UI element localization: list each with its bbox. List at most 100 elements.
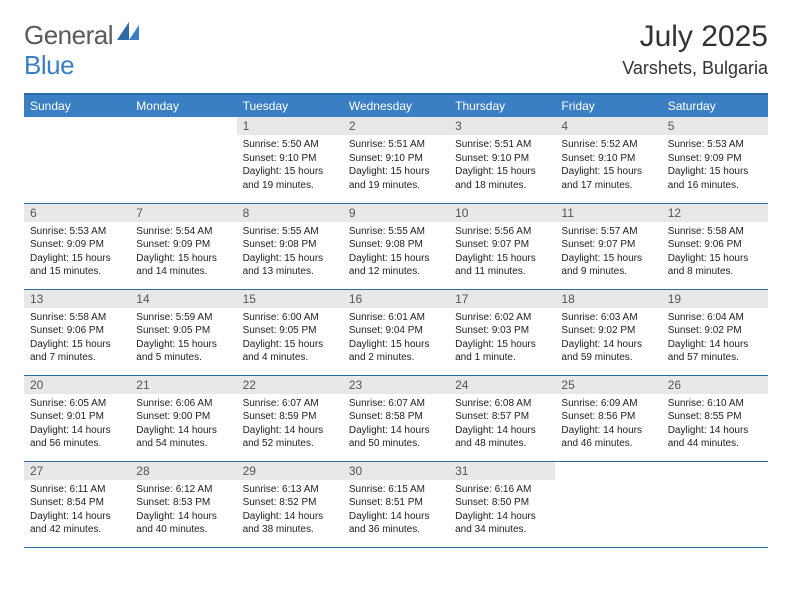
sunset-line: Sunset: 9:07 PM bbox=[455, 238, 549, 252]
sunrise-line: Sunrise: 5:57 AM bbox=[561, 225, 655, 239]
day-number: 21 bbox=[130, 376, 236, 394]
sunset-line: Sunset: 9:09 PM bbox=[30, 238, 124, 252]
day-cell: 15Sunrise: 6:00 AMSunset: 9:05 PMDayligh… bbox=[237, 289, 343, 375]
day-number: 7 bbox=[130, 204, 236, 222]
day-cell: 22Sunrise: 6:07 AMSunset: 8:59 PMDayligh… bbox=[237, 375, 343, 461]
daylight-line: Daylight: 15 hours and 19 minutes. bbox=[349, 165, 443, 192]
day-cell: 14Sunrise: 5:59 AMSunset: 9:05 PMDayligh… bbox=[130, 289, 236, 375]
day-number: 31 bbox=[449, 462, 555, 480]
sunrise-line: Sunrise: 6:15 AM bbox=[349, 483, 443, 497]
sunset-line: Sunset: 9:02 PM bbox=[668, 324, 762, 338]
day-body: Sunrise: 5:58 AMSunset: 9:06 PMDaylight:… bbox=[662, 222, 768, 283]
day-number: 19 bbox=[662, 290, 768, 308]
sunrise-line: Sunrise: 5:55 AM bbox=[243, 225, 337, 239]
dayhead-thursday: Thursday bbox=[449, 94, 555, 117]
day-number: 15 bbox=[237, 290, 343, 308]
day-number: 22 bbox=[237, 376, 343, 394]
sunrise-line: Sunrise: 6:03 AM bbox=[561, 311, 655, 325]
sunset-line: Sunset: 8:56 PM bbox=[561, 410, 655, 424]
day-body: Sunrise: 6:15 AMSunset: 8:51 PMDaylight:… bbox=[343, 480, 449, 541]
daylight-line: Daylight: 15 hours and 16 minutes. bbox=[668, 165, 762, 192]
day-body: Sunrise: 5:53 AMSunset: 9:09 PMDaylight:… bbox=[662, 135, 768, 196]
sunset-line: Sunset: 9:05 PM bbox=[243, 324, 337, 338]
day-cell: 20Sunrise: 6:05 AMSunset: 9:01 PMDayligh… bbox=[24, 375, 130, 461]
day-cell: 28Sunrise: 6:12 AMSunset: 8:53 PMDayligh… bbox=[130, 461, 236, 547]
sunset-line: Sunset: 9:06 PM bbox=[668, 238, 762, 252]
day-cell: 30Sunrise: 6:15 AMSunset: 8:51 PMDayligh… bbox=[343, 461, 449, 547]
week-row: 27Sunrise: 6:11 AMSunset: 8:54 PMDayligh… bbox=[24, 461, 768, 547]
daylight-line: Daylight: 15 hours and 9 minutes. bbox=[561, 252, 655, 279]
day-body: Sunrise: 6:09 AMSunset: 8:56 PMDaylight:… bbox=[555, 394, 661, 455]
day-cell: 25Sunrise: 6:09 AMSunset: 8:56 PMDayligh… bbox=[555, 375, 661, 461]
logo-text-blue: Blue bbox=[24, 50, 74, 80]
week-row: 1Sunrise: 5:50 AMSunset: 9:10 PMDaylight… bbox=[24, 117, 768, 203]
sunset-line: Sunset: 8:50 PM bbox=[455, 496, 549, 510]
daylight-line: Daylight: 15 hours and 7 minutes. bbox=[30, 338, 124, 365]
day-cell: 19Sunrise: 6:04 AMSunset: 9:02 PMDayligh… bbox=[662, 289, 768, 375]
sunset-line: Sunset: 8:53 PM bbox=[136, 496, 230, 510]
dayhead-tuesday: Tuesday bbox=[237, 94, 343, 117]
logo-text-general: General bbox=[24, 20, 113, 51]
daylight-line: Daylight: 14 hours and 38 minutes. bbox=[243, 510, 337, 537]
day-cell: 16Sunrise: 6:01 AMSunset: 9:04 PMDayligh… bbox=[343, 289, 449, 375]
day-number: 9 bbox=[343, 204, 449, 222]
day-body: Sunrise: 6:02 AMSunset: 9:03 PMDaylight:… bbox=[449, 308, 555, 369]
sunset-line: Sunset: 9:10 PM bbox=[455, 152, 549, 166]
month-year: July 2025 bbox=[622, 20, 768, 54]
sunset-line: Sunset: 9:09 PM bbox=[136, 238, 230, 252]
sunset-line: Sunset: 9:04 PM bbox=[349, 324, 443, 338]
sunset-line: Sunset: 9:10 PM bbox=[349, 152, 443, 166]
daylight-line: Daylight: 15 hours and 1 minute. bbox=[455, 338, 549, 365]
dayhead-monday: Monday bbox=[130, 94, 236, 117]
day-cell: 18Sunrise: 6:03 AMSunset: 9:02 PMDayligh… bbox=[555, 289, 661, 375]
sunset-line: Sunset: 8:52 PM bbox=[243, 496, 337, 510]
sunrise-line: Sunrise: 6:11 AM bbox=[30, 483, 124, 497]
dayhead-friday: Friday bbox=[555, 94, 661, 117]
sunrise-line: Sunrise: 5:58 AM bbox=[30, 311, 124, 325]
dayhead-sunday: Sunday bbox=[24, 94, 130, 117]
sunset-line: Sunset: 9:07 PM bbox=[561, 238, 655, 252]
sunset-line: Sunset: 9:05 PM bbox=[136, 324, 230, 338]
daylight-line: Daylight: 14 hours and 57 minutes. bbox=[668, 338, 762, 365]
sunrise-line: Sunrise: 5:51 AM bbox=[455, 138, 549, 152]
daylight-line: Daylight: 15 hours and 12 minutes. bbox=[349, 252, 443, 279]
day-body: Sunrise: 5:59 AMSunset: 9:05 PMDaylight:… bbox=[130, 308, 236, 369]
calendar-body: 1Sunrise: 5:50 AMSunset: 9:10 PMDaylight… bbox=[24, 117, 768, 547]
dayhead-wednesday: Wednesday bbox=[343, 94, 449, 117]
day-number: 10 bbox=[449, 204, 555, 222]
day-number: 25 bbox=[555, 376, 661, 394]
day-cell: 6Sunrise: 5:53 AMSunset: 9:09 PMDaylight… bbox=[24, 203, 130, 289]
sunrise-line: Sunrise: 5:53 AM bbox=[30, 225, 124, 239]
sunset-line: Sunset: 9:08 PM bbox=[243, 238, 337, 252]
day-body: Sunrise: 6:06 AMSunset: 9:00 PMDaylight:… bbox=[130, 394, 236, 455]
day-cell: 9Sunrise: 5:55 AMSunset: 9:08 PMDaylight… bbox=[343, 203, 449, 289]
day-cell: 10Sunrise: 5:56 AMSunset: 9:07 PMDayligh… bbox=[449, 203, 555, 289]
dayhead-saturday: Saturday bbox=[662, 94, 768, 117]
day-number: 23 bbox=[343, 376, 449, 394]
day-body: Sunrise: 6:13 AMSunset: 8:52 PMDaylight:… bbox=[237, 480, 343, 541]
sunrise-line: Sunrise: 5:53 AM bbox=[668, 138, 762, 152]
sunrise-line: Sunrise: 6:10 AM bbox=[668, 397, 762, 411]
sunrise-line: Sunrise: 5:59 AM bbox=[136, 311, 230, 325]
week-row: 20Sunrise: 6:05 AMSunset: 9:01 PMDayligh… bbox=[24, 375, 768, 461]
daylight-line: Daylight: 14 hours and 48 minutes. bbox=[455, 424, 549, 451]
sunset-line: Sunset: 8:54 PM bbox=[30, 496, 124, 510]
daylight-line: Daylight: 14 hours and 52 minutes. bbox=[243, 424, 337, 451]
day-cell bbox=[130, 117, 236, 203]
daylight-line: Daylight: 14 hours and 44 minutes. bbox=[668, 424, 762, 451]
daylight-line: Daylight: 15 hours and 8 minutes. bbox=[668, 252, 762, 279]
day-cell: 11Sunrise: 5:57 AMSunset: 9:07 PMDayligh… bbox=[555, 203, 661, 289]
daylight-line: Daylight: 15 hours and 15 minutes. bbox=[30, 252, 124, 279]
sunrise-line: Sunrise: 6:07 AM bbox=[243, 397, 337, 411]
day-body: Sunrise: 5:54 AMSunset: 9:09 PMDaylight:… bbox=[130, 222, 236, 283]
sunrise-line: Sunrise: 5:55 AM bbox=[349, 225, 443, 239]
week-row: 13Sunrise: 5:58 AMSunset: 9:06 PMDayligh… bbox=[24, 289, 768, 375]
day-number: 16 bbox=[343, 290, 449, 308]
sunset-line: Sunset: 9:00 PM bbox=[136, 410, 230, 424]
day-body: Sunrise: 6:07 AMSunset: 8:58 PMDaylight:… bbox=[343, 394, 449, 455]
day-number: 14 bbox=[130, 290, 236, 308]
day-cell: 21Sunrise: 6:06 AMSunset: 9:00 PMDayligh… bbox=[130, 375, 236, 461]
daylight-line: Daylight: 14 hours and 56 minutes. bbox=[30, 424, 124, 451]
day-cell: 31Sunrise: 6:16 AMSunset: 8:50 PMDayligh… bbox=[449, 461, 555, 547]
day-body: Sunrise: 6:11 AMSunset: 8:54 PMDaylight:… bbox=[24, 480, 130, 541]
